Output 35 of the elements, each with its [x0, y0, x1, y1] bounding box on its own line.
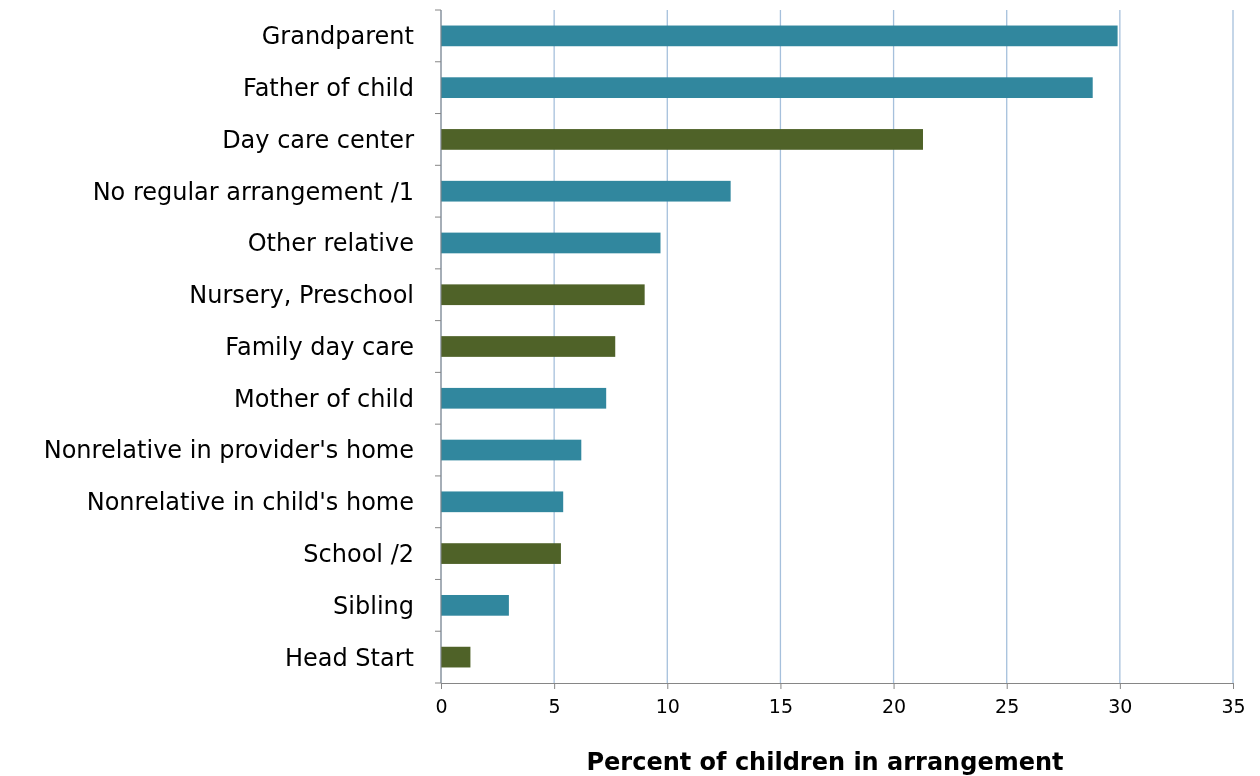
y-tick-label: Head Start: [284, 643, 414, 672]
bar: [441, 594, 509, 616]
x-tick-label: 15: [768, 694, 794, 717]
y-tick-label: Grandparent: [261, 22, 414, 51]
bar: [441, 77, 1093, 99]
bar: [441, 491, 564, 513]
y-tick-label: School /2: [303, 539, 414, 568]
bar: [441, 180, 731, 202]
y-tick-label: Sibling: [333, 591, 414, 620]
bar: [441, 543, 561, 564]
x-tick-label: 35: [1221, 694, 1246, 717]
y-tick-label: Family day care: [225, 332, 414, 361]
y-tick-label: Nonrelative in provider's home: [43, 436, 414, 465]
x-tick-label: 25: [995, 694, 1020, 717]
x-axis-title: Percent of children in arrangement: [586, 748, 1064, 776]
bar: [441, 439, 582, 461]
x-tick-label: 30: [1108, 694, 1133, 717]
x-tick-label: 5: [548, 694, 561, 717]
bar: [441, 284, 645, 306]
y-tick-label: Day care center: [222, 125, 415, 154]
y-tick-label: Other relative: [247, 229, 414, 258]
bar: [441, 25, 1118, 47]
bar: [441, 646, 471, 668]
y-tick-label: No regular arrangement /1: [92, 177, 414, 206]
bar: [441, 387, 607, 409]
y-tick-label: Nonrelative in child's home: [86, 488, 414, 517]
x-tick-label: 10: [655, 694, 680, 717]
y-tick-label: Mother of child: [233, 384, 414, 413]
x-tick-label: 20: [881, 694, 907, 717]
y-tick-label: Nursery, Preschool: [189, 281, 414, 310]
x-tick-label: 0: [435, 694, 448, 717]
y-tick-label: Father of child: [243, 74, 414, 103]
bar: [441, 232, 661, 254]
bar: [441, 129, 923, 150]
bar: [441, 336, 616, 357]
